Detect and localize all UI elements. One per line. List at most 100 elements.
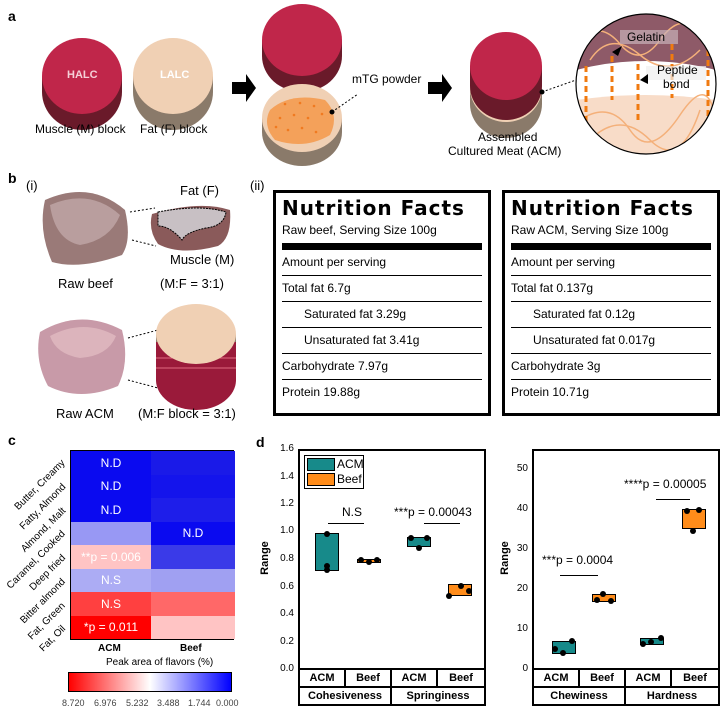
y-tick: 1.0: [280, 525, 294, 536]
legend-swatch-acm: [307, 458, 335, 471]
muscle-block-caption: Muscle (M) block: [35, 122, 126, 136]
nutrition-row: Saturated fat 3.29g: [282, 302, 482, 328]
nutrition-title: Nutrition Facts: [511, 196, 694, 220]
significance-bar: [424, 523, 460, 524]
muscle-label: Muscle (M): [170, 252, 235, 267]
heatmap-cell: [151, 568, 235, 592]
nutrition-row: Carbohydrate 3g: [511, 354, 711, 380]
fat-disk-mtg-icon: [262, 84, 342, 166]
category-label: Springiness: [392, 686, 484, 704]
fat-block-text: LALC: [160, 69, 190, 81]
group-label: ACM: [534, 668, 580, 686]
colorbar-tick: 8.720: [62, 698, 85, 708]
y-tick: 0.6: [280, 581, 294, 592]
heatmap-col-acm: ACM: [98, 643, 121, 654]
raw-acm-caption: Raw ACM: [56, 406, 114, 421]
nutrition-row: Amount per serving: [511, 250, 711, 276]
colorbar-tick: 0.000: [216, 698, 239, 708]
legend: ACM Beef: [304, 455, 364, 489]
raw-beef-photo: [42, 192, 128, 265]
heatmap-cell: N.D: [71, 474, 151, 498]
group-label: Beef: [580, 668, 626, 686]
significance-label: ***p = 0.0004: [542, 553, 614, 567]
acm-block-icon: [470, 32, 542, 138]
sub-label-ii: (ii): [250, 178, 265, 193]
category-label: Hardness: [626, 686, 718, 704]
group-label: ACM: [300, 668, 346, 686]
muscle-disk-top-icon: [262, 4, 342, 92]
group-label: ACM: [392, 668, 438, 686]
gelatin-label: Gelatin: [627, 30, 666, 44]
y-tick: 0.8: [280, 553, 294, 564]
nutrition-row: Unsaturated fat 0.017g: [511, 328, 711, 354]
significance-bar: [328, 523, 364, 524]
nutrition-subtitle: Raw beef, Serving Size 100g: [282, 221, 482, 250]
category-table-left: ACM Beef ACM Beef Cohesiveness Springine…: [298, 668, 486, 706]
panel-b-images: [38, 192, 236, 410]
legend-swatch-beef: [307, 473, 335, 486]
arrow-icon: [232, 74, 256, 102]
heatmap-col-beef: Beef: [180, 643, 202, 654]
heatmap-cell: [151, 451, 235, 475]
y-tick: 1.4: [280, 471, 294, 482]
group-label: Beef: [672, 668, 718, 686]
crosslink-magnifier-icon: [575, 13, 717, 155]
heatmap-cell: *p = 0.011: [71, 615, 151, 639]
acm-stack-illustration: [156, 304, 236, 410]
significance-label: N.S: [342, 505, 363, 519]
category-table-right: ACM Beef ACM Beef Chewiness Hardness: [532, 668, 720, 706]
flavor-heatmap: N.D N.D N.D N.D **p = 0.006 N.S N.S *p = 0.011: [70, 450, 235, 640]
group-label: Beef: [438, 668, 484, 686]
y-tick: 1.2: [280, 498, 294, 509]
panel-d-label: d: [256, 434, 265, 450]
significance-label: ****p = 0.00005: [624, 477, 707, 491]
nutrition-subtitle: Raw ACM, Serving Size 100g: [511, 221, 711, 250]
raw-beef-caption: Raw beef: [58, 276, 113, 291]
raw-acm-photo: [38, 319, 126, 394]
acm-caption-line1: Assembled: [478, 130, 538, 144]
heatmap-cell: [151, 474, 235, 498]
colorbar: [68, 672, 232, 692]
nutrition-title: Nutrition Facts: [282, 196, 465, 220]
y-tick: 0.4: [280, 608, 294, 619]
heatmap-cell: N.D: [71, 498, 151, 522]
nutrition-row: Unsaturated fat 3.41g: [282, 328, 482, 354]
significance-bar: [656, 499, 690, 500]
heatmap-xlabel: Peak area of flavors (%): [106, 657, 214, 668]
y-tick: 0: [522, 663, 528, 674]
colorbar-tick: 1.744: [188, 698, 211, 708]
group-label: ACM: [626, 668, 672, 686]
legend-label-beef: Beef: [337, 472, 362, 486]
acm-caption-line2: Cultured Meat (ACM): [448, 144, 562, 158]
muscle-block-text: HALC: [67, 69, 98, 81]
nutrition-row: Protein 19.88g: [282, 385, 361, 399]
y-tick: 0.2: [280, 636, 294, 647]
category-label: Cohesiveness: [300, 686, 392, 704]
heatmap-cell: N.S: [71, 568, 151, 592]
y-tick: 1.6: [280, 443, 294, 454]
nutrition-row: Total fat 6.7g: [282, 276, 482, 302]
fat-label: Fat (F): [180, 183, 219, 198]
heatmap-cell: [71, 521, 151, 545]
y-tick: 50: [516, 463, 528, 474]
y-tick: 20: [516, 583, 528, 594]
peptide-label-line1: Peptide: [657, 63, 698, 77]
nutrition-row: Total fat 0.137g: [511, 276, 711, 302]
beef-cross-section-photo: [150, 205, 231, 251]
panel-c-label: c: [8, 432, 16, 448]
heatmap-cell: [151, 498, 235, 522]
category-label: Chewiness: [534, 686, 626, 704]
y-tick: 30: [516, 543, 528, 554]
y-tick: 40: [516, 503, 528, 514]
nutrition-facts-beef: Nutrition Facts Raw beef, Serving Size 1…: [273, 190, 491, 416]
beef-ratio: (M:F = 3:1): [160, 276, 224, 291]
legend-label-acm: ACM: [337, 457, 364, 471]
colorbar-tick: 3.488: [157, 698, 180, 708]
heatmap-cell: N.D: [71, 451, 151, 475]
y-tick: 0.0: [280, 663, 294, 674]
y-tick: 10: [516, 623, 528, 634]
heatmap-cell: N.S: [71, 592, 151, 616]
heatmap-cell: N.D: [151, 521, 235, 545]
sub-label-i: (i): [26, 178, 38, 193]
nutrition-row: Protein 10.71g: [511, 385, 590, 399]
